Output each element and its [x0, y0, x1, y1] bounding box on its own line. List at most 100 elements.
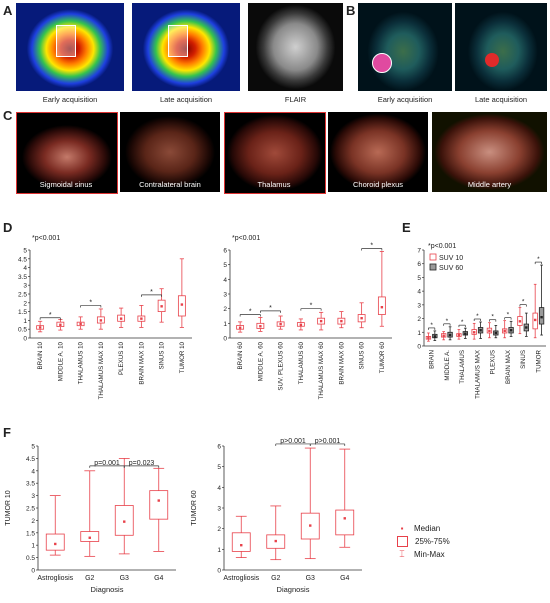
f1-xtick-label-0: Astrogliosis	[37, 575, 73, 582]
d1-box-3-median	[99, 319, 103, 322]
f1-box-0-median	[54, 542, 57, 546]
f1-box-2-median	[123, 520, 126, 523]
panel-letter-f: F	[3, 425, 11, 440]
e-s0-box-7-median	[533, 318, 537, 322]
e-s1-box-0-median	[433, 335, 437, 338]
f2-box-0-median	[240, 544, 243, 547]
f2-ytick-label-6: 6	[217, 444, 221, 451]
chart-d1: 0 0.5 1 1.5 22.5 3 3.5 4 4.55 *p<0.001 BRAIN 10 MID…	[18, 235, 192, 399]
e-s1-box-5-median	[509, 329, 513, 332]
e-legend-label-0: SUV 10	[439, 255, 463, 262]
d1-ytick-label-7: 3.5	[18, 274, 27, 281]
whisker-icon: ⌶	[399, 548, 405, 559]
e-s0-box-2-median	[457, 333, 461, 337]
panel-letter-e: E	[402, 220, 411, 235]
f1-ytick-label-4: 2	[31, 518, 35, 525]
e-ytick-label-5: 5	[417, 275, 421, 282]
d1-box-2-median	[79, 322, 82, 326]
d1-xlabel-4: PLEXUS 10	[118, 341, 125, 375]
d1-ytick-label-4: 2	[23, 300, 27, 307]
box-icon	[397, 535, 408, 547]
caption-c-sinus: Sigmoidal sinus	[39, 180, 93, 189]
e-sig-0-label: *	[430, 322, 433, 329]
f1-ytick-label-6: 3	[31, 493, 35, 500]
f1-ytick-label-10: 5	[31, 444, 35, 451]
d2-xlabel-4: THALAMUS MAX 60	[318, 341, 325, 399]
d1-ytick-label-2: 1	[23, 318, 27, 325]
e-s0-box-0-median	[427, 336, 430, 339]
d1-box-6-median	[160, 305, 163, 308]
d2-xlabel-6: SINUS 60	[359, 341, 366, 369]
e-s1-box-7-box	[538, 307, 545, 325]
e-ytick-label-0: 0	[417, 344, 421, 351]
chart-e: 0 1 2 3 4 5 6 7 *p<0.001 SUV 10 SUV 60 * BRAIN * MIDDL…	[417, 243, 546, 399]
d2-ytick-label-2: 2	[223, 306, 227, 313]
caption-b-late: Late acquisition	[474, 95, 528, 104]
f1-box-3-box	[149, 490, 169, 520]
legend-f-range-label: Min-Max	[414, 549, 445, 559]
pet-mri-fusion-early	[358, 3, 452, 91]
d1-annotation: *p<0.001	[32, 235, 60, 242]
f2-ytick-label-1: 1	[217, 547, 221, 554]
d1-ytick-label-10: 5	[23, 248, 27, 255]
legend-f-range: ⌶ Min-Max	[396, 548, 536, 560]
panel-letter-b: B	[346, 3, 356, 18]
d2-ytick-label-3: 3	[223, 292, 227, 299]
e-xlabel-2: THALAMUS	[459, 350, 466, 384]
roi-choroid-plexus	[328, 112, 428, 192]
f2-box-2-median	[309, 524, 312, 527]
d2-box-6-median	[360, 317, 363, 320]
f1-ytick-label-5: 2.5	[26, 506, 35, 513]
e-legend-swatch-0	[429, 253, 437, 261]
e-xlabel-4: PLEXUS	[490, 350, 497, 374]
d1-ytick-label-6: 3	[23, 283, 27, 290]
d1-ytick-label-3: 1.5	[18, 309, 27, 316]
roi-sigmoidal-sinus	[16, 112, 118, 194]
f2-xtick-label-1: G2	[271, 575, 280, 582]
d1-box-0-median	[38, 326, 42, 329]
caption-b-early: Early acquisition	[377, 95, 433, 104]
d2-xlabel-2: SUV. PLEXUS 60	[278, 341, 285, 390]
d1-sig-0-label: *	[49, 312, 52, 319]
d2-xlabel-1: MIDDLE A. 60	[257, 341, 264, 381]
d1-box-1-median	[59, 323, 62, 326]
e-ytick-label-2: 2	[417, 316, 421, 323]
f1-box-3-median	[157, 499, 160, 502]
flair-scan	[248, 3, 343, 91]
f2-pval-1-label: p>0.001	[315, 438, 341, 445]
e-s0-box-6-median	[518, 320, 522, 323]
roi-middle-artery	[432, 112, 547, 192]
e-ytick-label-3: 3	[417, 302, 421, 309]
d1-xlabel-6: SINUS 10	[159, 341, 166, 369]
pet-scan-late	[132, 3, 240, 91]
e-legend-label-1: SUV 60	[439, 265, 463, 272]
e-ytick-label-7: 7	[417, 248, 421, 255]
e-s0-box-5-median	[503, 329, 506, 333]
f2-xtick-label-0: Astrogliosis	[223, 575, 259, 582]
panel-letter-d: D	[3, 220, 13, 235]
d2-annotation: *p<0.001	[232, 235, 260, 242]
f1-xtick-label-3: G4	[154, 575, 163, 582]
roi-thalamus	[224, 112, 326, 194]
f1-pval-0-label: p=0.001	[94, 460, 120, 467]
e-sig-6-label: *	[522, 299, 525, 306]
caption-a-flair: FLAIR	[284, 95, 307, 104]
d2-ytick-label-0: 0	[223, 336, 227, 343]
caption-c-thalamus: Thalamus	[257, 180, 291, 189]
d2-ytick-label-5: 5	[223, 262, 227, 269]
d1-ytick-label-1: 0.5	[18, 327, 27, 334]
median-dot-icon: ▪	[400, 523, 404, 533]
f1-box-1-median	[88, 536, 91, 539]
caption-c-plexus: Choroid plexus	[352, 180, 404, 189]
e-s1-box-4-median	[494, 331, 498, 335]
e-xlabel-0: BRAIN	[429, 350, 436, 369]
pet-mri-fusion-late	[455, 3, 547, 91]
d2-box-5-median	[340, 319, 343, 323]
d2-ytick-label-1: 1	[223, 321, 227, 328]
f2-ytick-label-5: 5	[217, 464, 221, 471]
d1-ytick-label-9: 4.5	[18, 256, 27, 263]
d2-box-7-box	[377, 296, 386, 315]
legend-f: ▪ Median 25%-75% ⌶ Min-Max	[396, 522, 536, 560]
e-sig-1-label: *	[446, 318, 449, 325]
f2-box-3-box	[335, 509, 355, 536]
